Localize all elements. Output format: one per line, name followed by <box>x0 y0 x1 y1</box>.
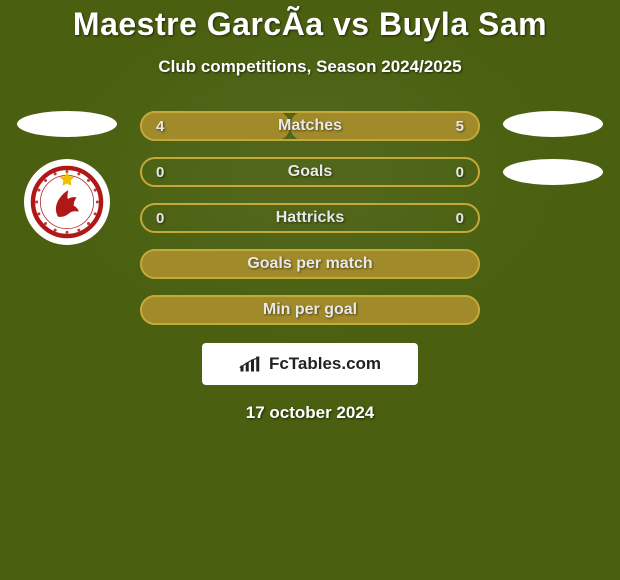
right-player-col <box>498 111 608 185</box>
stat-row: Min per goal <box>140 295 480 325</box>
brand-badge: FcTables.com <box>202 343 418 385</box>
stat-row: 0Goals0 <box>140 157 480 187</box>
placeholder-oval <box>503 111 603 137</box>
stat-label: Goals per match <box>140 255 480 273</box>
page-title: Maestre GarcÃ­a vs Buyla Sam <box>0 6 620 43</box>
stat-value-right: 0 <box>456 164 464 181</box>
club-logo-left <box>24 159 110 245</box>
stat-row: 0Hattricks0 <box>140 203 480 233</box>
stat-row: 4Matches5 <box>140 111 480 141</box>
stat-value-right: 5 <box>456 118 464 135</box>
subtitle: Club competitions, Season 2024/2025 <box>0 57 620 77</box>
placeholder-oval <box>17 111 117 137</box>
placeholder-oval <box>503 159 603 185</box>
bar-chart-icon <box>239 354 263 374</box>
date-text: 17 october 2024 <box>0 403 620 423</box>
stat-label: Goals <box>140 163 480 181</box>
stat-label: Hattricks <box>140 209 480 227</box>
stat-label: Matches <box>140 117 480 135</box>
brand-text: FcTables.com <box>269 354 381 374</box>
comparison-row: 4Matches50Goals00Hattricks0Goals per mat… <box>0 111 620 325</box>
stat-value-right: 0 <box>456 210 464 227</box>
infographic-card: Maestre GarcÃ­a vs Buyla Sam Club compet… <box>0 0 620 423</box>
club-crest-icon <box>30 165 104 239</box>
left-player-col <box>12 111 122 245</box>
stat-label: Min per goal <box>140 301 480 319</box>
stats-column: 4Matches50Goals00Hattricks0Goals per mat… <box>140 111 480 325</box>
stat-row: Goals per match <box>140 249 480 279</box>
